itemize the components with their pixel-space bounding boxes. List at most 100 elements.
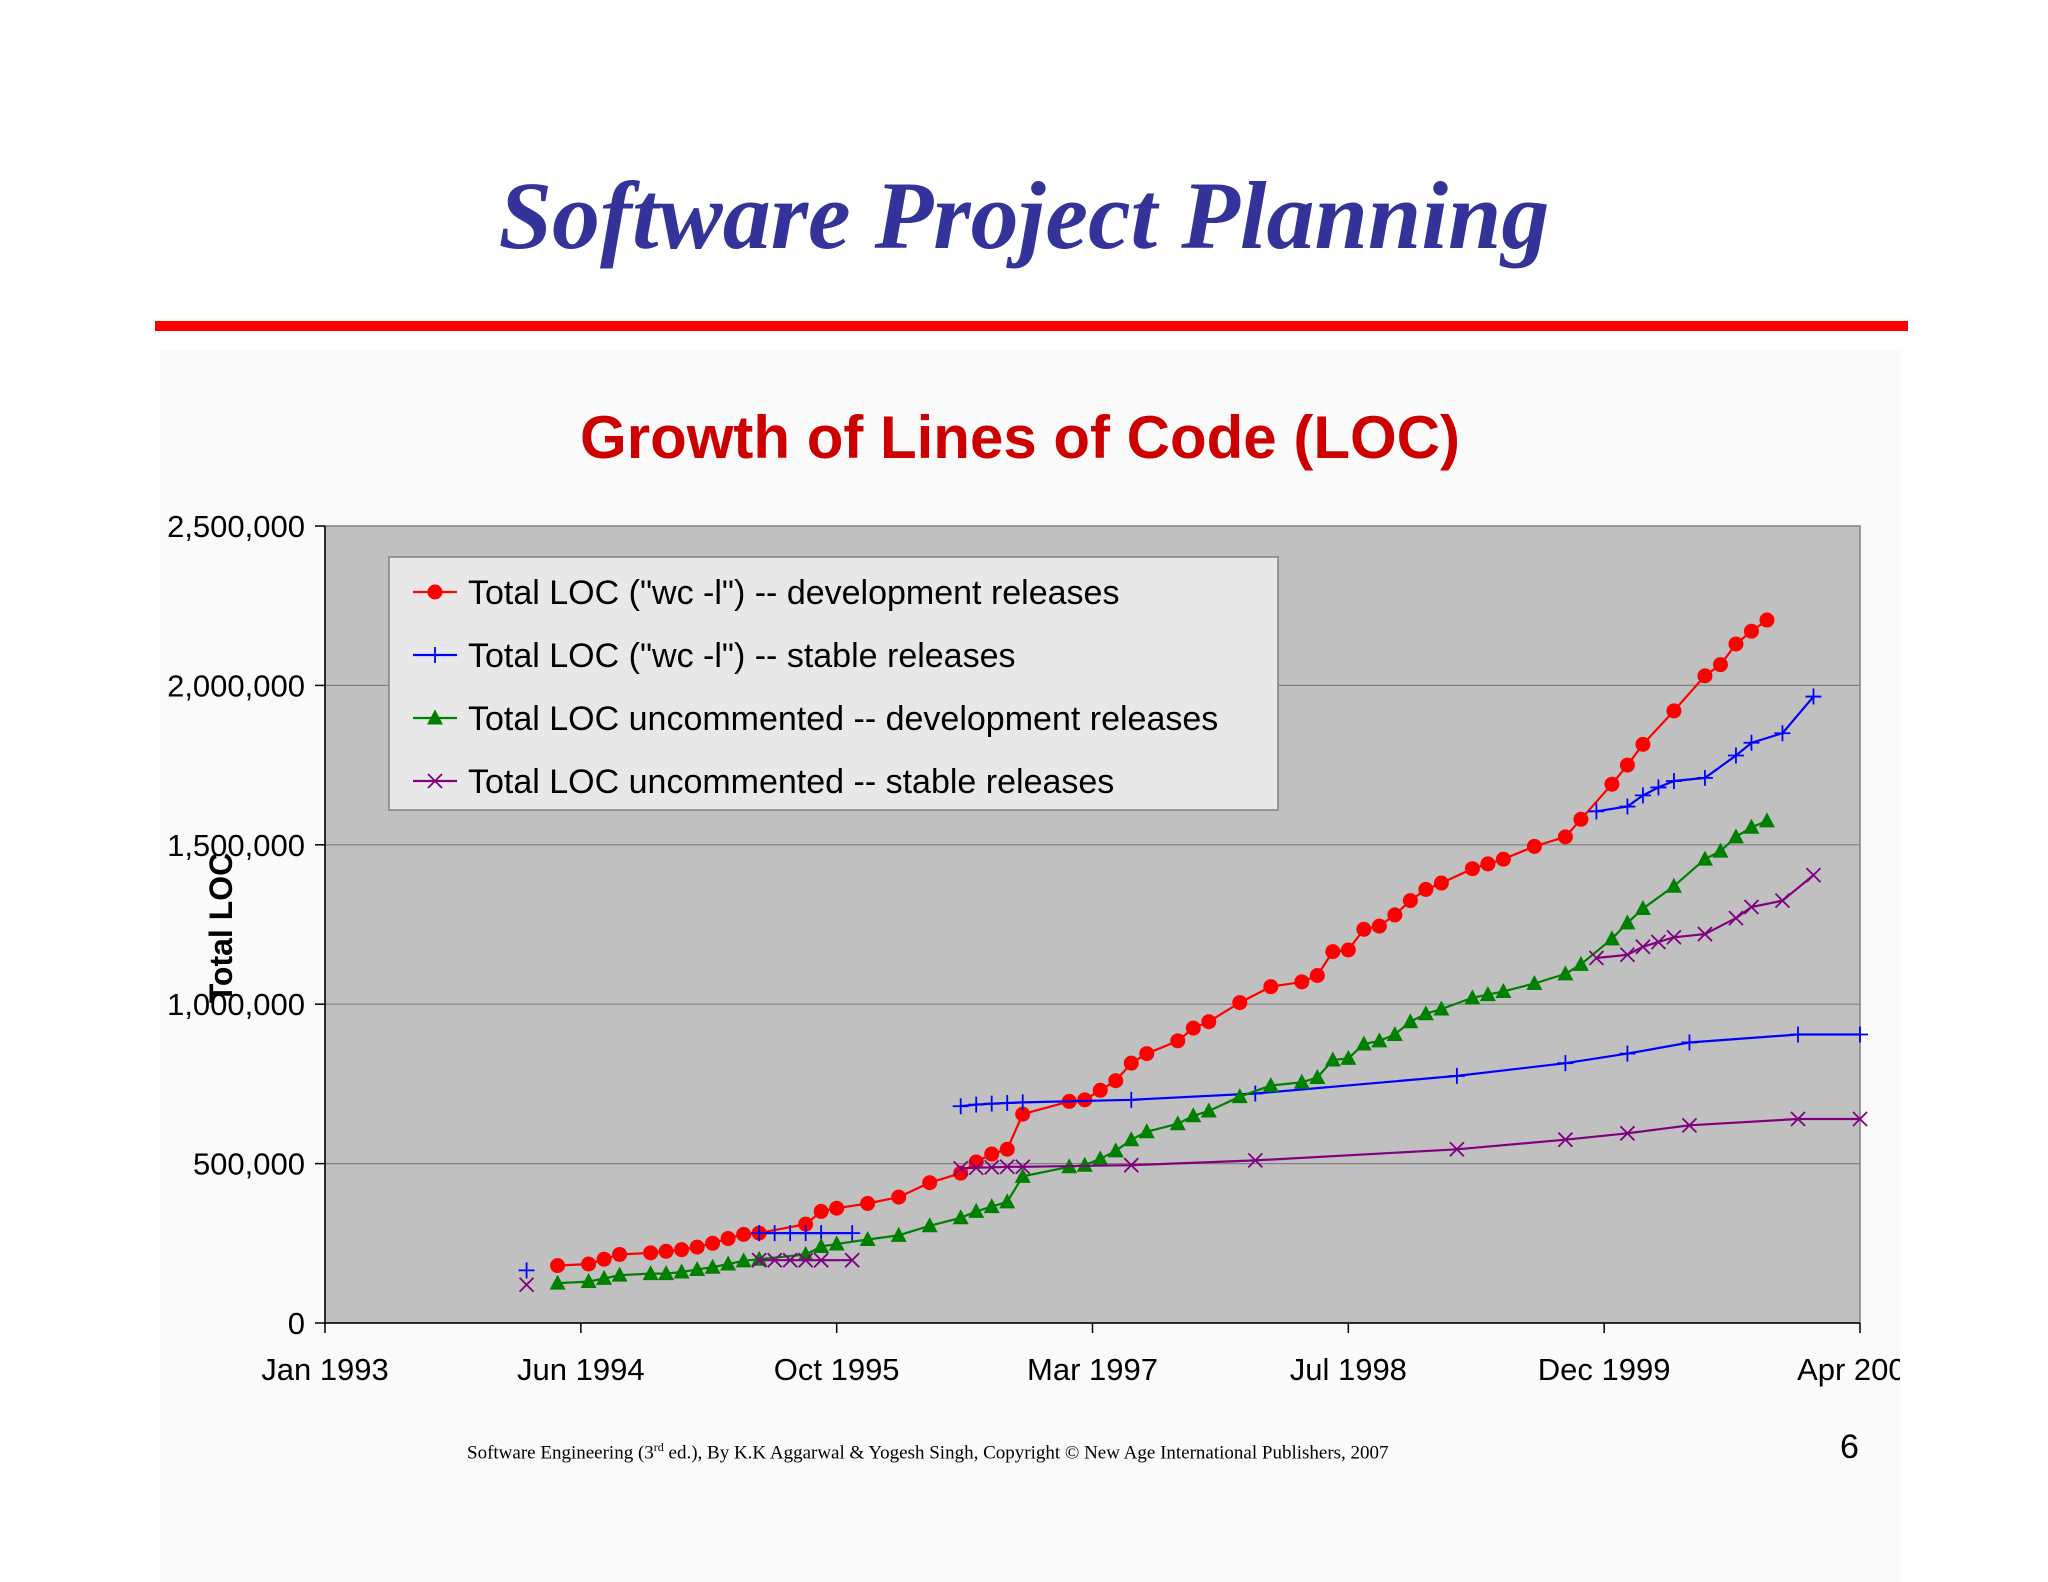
data-point: [1262, 1076, 1279, 1092]
data-point: [751, 1252, 767, 1268]
chart-title: Growth of Lines of Code (LOC): [580, 404, 1460, 471]
y-tick-label: 2,000,000: [167, 668, 305, 703]
data-point: [1526, 838, 1542, 854]
data-point: [658, 1265, 675, 1281]
footer-text-1: Software Engineering (3: [467, 1442, 654, 1464]
data-point: [1464, 989, 1481, 1005]
data-point: [1790, 1111, 1806, 1127]
data-point: [1294, 974, 1310, 990]
data-point: [844, 1252, 860, 1268]
x-tick-label: Dec 1999: [1538, 1352, 1671, 1387]
data-point: [828, 1235, 845, 1251]
data-point: [1185, 1107, 1202, 1123]
data-point: [1572, 955, 1589, 971]
data-point: [1293, 1073, 1310, 1089]
data-point: [999, 1159, 1015, 1175]
data-point: [689, 1260, 706, 1276]
data-point: [1852, 1111, 1868, 1127]
data-point: [1092, 1150, 1109, 1166]
data-point: [1666, 703, 1682, 719]
data-point: [1123, 1157, 1139, 1173]
data-point: [1123, 1091, 1140, 1108]
x-tick-label: Apr 2001: [1797, 1352, 1900, 1387]
data-point: [1697, 668, 1713, 684]
footer-text-2: ed.), By K.K Aggarwal & Yogesh Singh, Co…: [663, 1442, 1389, 1464]
data-point: [984, 1146, 1000, 1162]
data-point: [1170, 1033, 1186, 1049]
data-point: [518, 1277, 535, 1293]
data-point: [1728, 636, 1744, 652]
data-point: [1743, 734, 1760, 751]
data-point: [952, 1098, 969, 1115]
data-point: [891, 1189, 907, 1205]
data-point: [1852, 1026, 1868, 1043]
data-point: [1696, 850, 1713, 866]
data-point: [1774, 725, 1791, 742]
data-point: [1619, 1045, 1636, 1062]
x-tick-label: Jan 1993: [261, 1352, 389, 1387]
data-point: [1557, 1132, 1574, 1148]
data-point: [921, 1217, 938, 1233]
data-point: [736, 1226, 752, 1242]
data-point: [1138, 1123, 1155, 1139]
data-point: [968, 1160, 984, 1176]
data-point: [1015, 1159, 1031, 1175]
data-point: [550, 1258, 566, 1274]
data-point: [1417, 1005, 1434, 1021]
data-point: [1774, 892, 1791, 909]
data-point: [751, 1225, 768, 1242]
data-point: [612, 1246, 628, 1262]
data-point: [798, 1216, 814, 1232]
data-point: [1619, 757, 1635, 773]
y-tick-label: 2,500,000: [167, 509, 305, 544]
data-point: [643, 1245, 659, 1261]
data-point: [1340, 1049, 1357, 1065]
data-point: [1619, 1125, 1636, 1141]
data-point: [1433, 875, 1449, 891]
data-point: [674, 1242, 690, 1258]
data-point: [1495, 982, 1512, 998]
page-number: 6: [1840, 1428, 1859, 1466]
data-point: [797, 1225, 814, 1242]
legend-marker: [427, 584, 443, 600]
data-point: [596, 1269, 613, 1285]
legend-marker: [427, 647, 443, 663]
data-point: [658, 1243, 674, 1259]
series-line: [1596, 695, 1815, 813]
data-point: [782, 1225, 799, 1242]
legend-marker: [427, 773, 443, 789]
data-point: [1557, 829, 1573, 845]
data-point: [1386, 1025, 1403, 1041]
y-axis-title: Total LOC: [203, 853, 239, 1004]
data-point: [1247, 1152, 1263, 1169]
data-point: [1681, 1117, 1698, 1133]
data-point: [581, 1256, 597, 1272]
x-tick-label: Mar 1997: [1027, 1352, 1158, 1387]
data-point: [1603, 930, 1620, 946]
data-point: [968, 1154, 984, 1170]
data-point: [642, 1265, 659, 1281]
data-point: [1402, 893, 1418, 909]
series-1: [550, 612, 1775, 1274]
data-point: [890, 1226, 907, 1242]
data-point: [1727, 747, 1744, 764]
data-point: [720, 1231, 736, 1247]
data-point: [766, 1225, 783, 1242]
y-tick-label: 500,000: [193, 1147, 305, 1182]
data-point: [1758, 812, 1775, 828]
data-point: [999, 1141, 1015, 1157]
y-tick-label: 1,500,000: [167, 828, 305, 863]
y-tick-labels: 0 500,000 1,000,000 1,500,000 2,000,000 2,500…: [167, 509, 305, 1341]
data-point: [922, 1175, 938, 1191]
loc-growth-chart: Growth of Lines of Code (LOC) 0 500,000 1,…: [167, 404, 1900, 1387]
data-point: [611, 1266, 628, 1282]
data-point: [844, 1225, 861, 1242]
title-rule: [155, 321, 1908, 331]
data-point: [1371, 1032, 1388, 1048]
data-point: [1418, 881, 1434, 897]
data-point: [1557, 1055, 1574, 1072]
x-tick-label: Oct 1995: [774, 1352, 900, 1387]
data-point: [1712, 842, 1729, 858]
x-tick-labels: Jan 1993 Jun 1994 Oct 1995 Mar 1997 Jul 1998…: [261, 1352, 1900, 1387]
data-point: [689, 1239, 705, 1255]
